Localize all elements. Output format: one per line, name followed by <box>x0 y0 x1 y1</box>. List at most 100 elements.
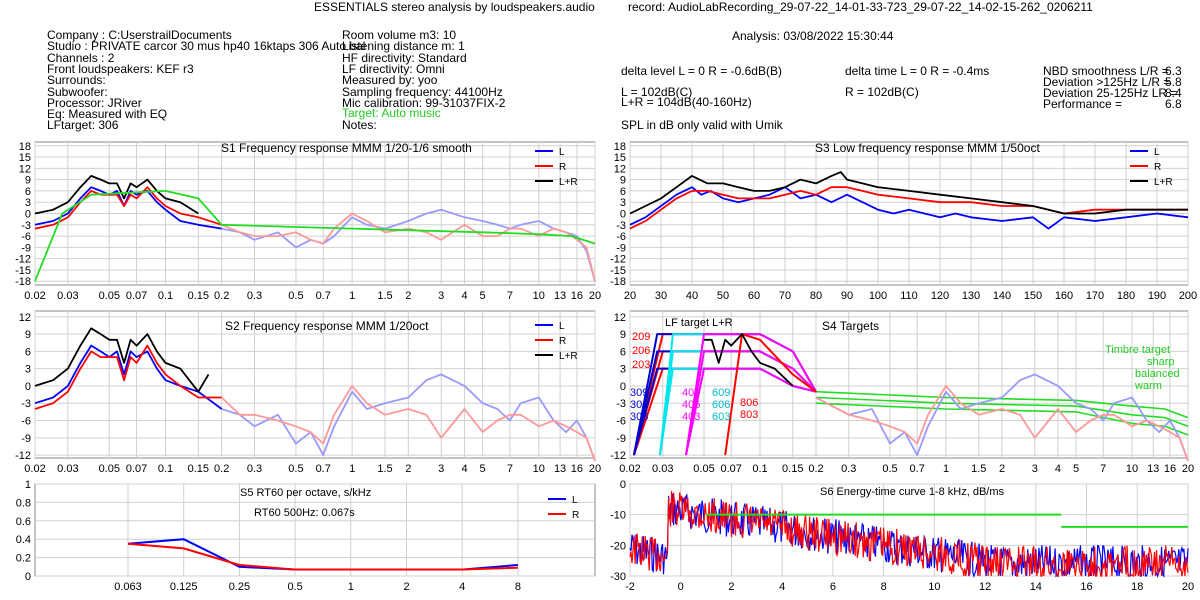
s4-xtick-label: 16 <box>1164 463 1176 475</box>
s2-xtick-label: 1.5 <box>377 463 392 475</box>
s3-xtick-label: 150 <box>1024 290 1042 302</box>
s1-xtick-label: 0.15 <box>188 290 209 302</box>
s4-xtick-label: 20 <box>1182 463 1194 475</box>
info-left-line-4: Surrounds: <box>47 73 106 88</box>
s4-xtick-label: 0.03 <box>652 463 673 475</box>
s1-ytick-label: -6 <box>21 231 31 243</box>
perf-label: Performance = <box>1043 97 1123 111</box>
s6-ytick-label: -20 <box>610 540 626 552</box>
s1-xtick-label: 0.2 <box>214 290 229 302</box>
s6-xtick-label: 10 <box>928 581 940 593</box>
s3-ytick-label: 15 <box>614 152 626 164</box>
s4-timbre-line <box>815 396 1189 428</box>
nbd-label: NBD smoothness L/R = <box>1043 64 1169 78</box>
info-left-line-7: Eq: Measured with EQ <box>47 107 168 122</box>
s6-xtick-label: 20 <box>1182 581 1194 593</box>
s2-ytick-label: 3 <box>25 364 31 376</box>
s1-ytick-label: 3 <box>25 197 31 209</box>
s3-xtick-label: 50 <box>717 290 729 302</box>
s5-ytick-label: 0.2 <box>16 553 31 565</box>
s2-xtick-label: 3 <box>438 463 444 475</box>
s5-xtick-label: 0.125 <box>170 581 198 593</box>
s3-xtick-label: 110 <box>900 290 918 302</box>
s1-xtick-label: 10 <box>533 290 545 302</box>
s4-ytick-label: 12 <box>614 312 626 324</box>
s2-xtick-label: 16 <box>571 463 583 475</box>
s2-ytick-label: 12 <box>19 312 31 324</box>
s1-xtick-label: 0.07 <box>126 290 147 302</box>
s4-ytick-label: -6 <box>616 416 626 428</box>
s2-xtick-label: 0.5 <box>288 463 303 475</box>
s4-lf-label: 303 <box>630 411 648 423</box>
info-left-line-2: Channels : 2 <box>47 50 115 65</box>
s4-series-lpr <box>704 333 794 387</box>
s5-title: S5 RT60 per octave, s/kHz <box>240 487 371 499</box>
s4-lf-label: 203 <box>632 359 650 371</box>
dev25-value: 8.4 <box>1165 86 1182 100</box>
info-mid-line-2: HF directivity: Standard <box>342 50 467 65</box>
s1-title: S1 Frequency response MMM 1/20-1/6 smoot… <box>221 141 472 155</box>
s3-xtick-label: 190 <box>1148 290 1166 302</box>
s6-xtick-label: 2 <box>728 581 734 593</box>
s3-ytick-label: 0 <box>620 209 626 221</box>
s3-ytick-label: 9 <box>620 175 626 187</box>
s2-xtick-label: 20 <box>589 463 601 475</box>
page-title: ESSENTIALS stereo analysis by loudspeake… <box>314 0 595 14</box>
s1-ytick-label: -9 <box>21 242 31 254</box>
s2-xtick-label: 0.7 <box>316 463 331 475</box>
s4-xtick-label: 0.2 <box>808 463 823 475</box>
s4-timbre-line <box>815 390 1189 419</box>
s1-ytick-label: 9 <box>25 175 31 187</box>
s1-series-r-hf <box>221 212 596 282</box>
s3-ytick-label: -18 <box>610 276 626 288</box>
s4-lf-label: 409 <box>682 387 700 399</box>
s6-ytick-label: -10 <box>610 510 626 522</box>
l-spl: L = 102dB(C) <box>621 85 693 99</box>
s1-xtick-label: 7 <box>507 290 513 302</box>
s4-xtick-label: 13 <box>1147 463 1159 475</box>
s5-xtick-label: 0.063 <box>114 581 142 593</box>
s1-ytick-label: 0 <box>25 209 31 221</box>
s3-xtick-label: 160 <box>1055 290 1073 302</box>
s3-xtick-label: 130 <box>962 290 980 302</box>
s1-xtick-label: 0.3 <box>247 290 262 302</box>
s3-ytick-label: -15 <box>610 265 626 277</box>
s2-ytick-label: 6 <box>25 346 31 358</box>
s2-ytick-label: -9 <box>21 433 31 445</box>
s1-xtick-label: 1.5 <box>377 290 392 302</box>
s4-xtick-label: 0.15 <box>782 463 803 475</box>
s1-ytick-label: 18 <box>19 141 31 153</box>
s3-xtick-label: 200 <box>1179 290 1197 302</box>
s2-title: S2 Frequency response MMM 1/20oct <box>225 319 429 333</box>
delta-level: delta level L = 0 R = -0.6dB(B) <box>621 64 782 78</box>
perf-value: 6.8 <box>1165 97 1182 111</box>
s2-xtick-label: 0.03 <box>57 463 78 475</box>
s4-ytick-label: -9 <box>616 433 626 445</box>
s3-xtick-label: 120 <box>931 290 949 302</box>
s4-xtick-label: 7 <box>1100 463 1106 475</box>
s4-lf-label: 206 <box>632 345 650 357</box>
s3-xtick-label: 80 <box>810 290 822 302</box>
s3-xtick-label: 70 <box>779 290 791 302</box>
s4-xtick-label: 10 <box>1126 463 1138 475</box>
delta-time: delta time L = 0 R = -0.4ms <box>845 64 990 78</box>
s4-xtick-label: 0.5 <box>882 463 897 475</box>
s4-lf-label: 403 <box>682 411 700 423</box>
s1-xtick-label: 3 <box>438 290 444 302</box>
r-spl: R = 102dB(C) <box>845 85 919 99</box>
s2-xtick-label: 0.05 <box>99 463 120 475</box>
s3-xtick-label: 30 <box>655 290 667 302</box>
info-left-line-1: Studio : PRIVATE carcor 30 mus hp40 16kt… <box>47 39 366 54</box>
info-mid-line-4: Measured by: yoo <box>342 73 438 88</box>
s3-ytick-label: -9 <box>616 242 626 254</box>
nbd-value: 6.3 <box>1165 64 1182 78</box>
s4-lf-label: 803 <box>740 409 758 421</box>
s3-legend-label: R <box>1154 162 1161 173</box>
s2-ytick-label: 9 <box>25 329 31 341</box>
s4-xtick-label: 0.07 <box>720 463 741 475</box>
s1-legend-label: L+R <box>559 177 578 188</box>
s4-xtick-label: 0.02 <box>619 463 640 475</box>
s1-legend-label: L <box>559 147 565 158</box>
s5-ytick-label: 0.6 <box>16 516 31 528</box>
s3-title: S3 Low frequency response MMM 1/50oct <box>815 141 1040 155</box>
